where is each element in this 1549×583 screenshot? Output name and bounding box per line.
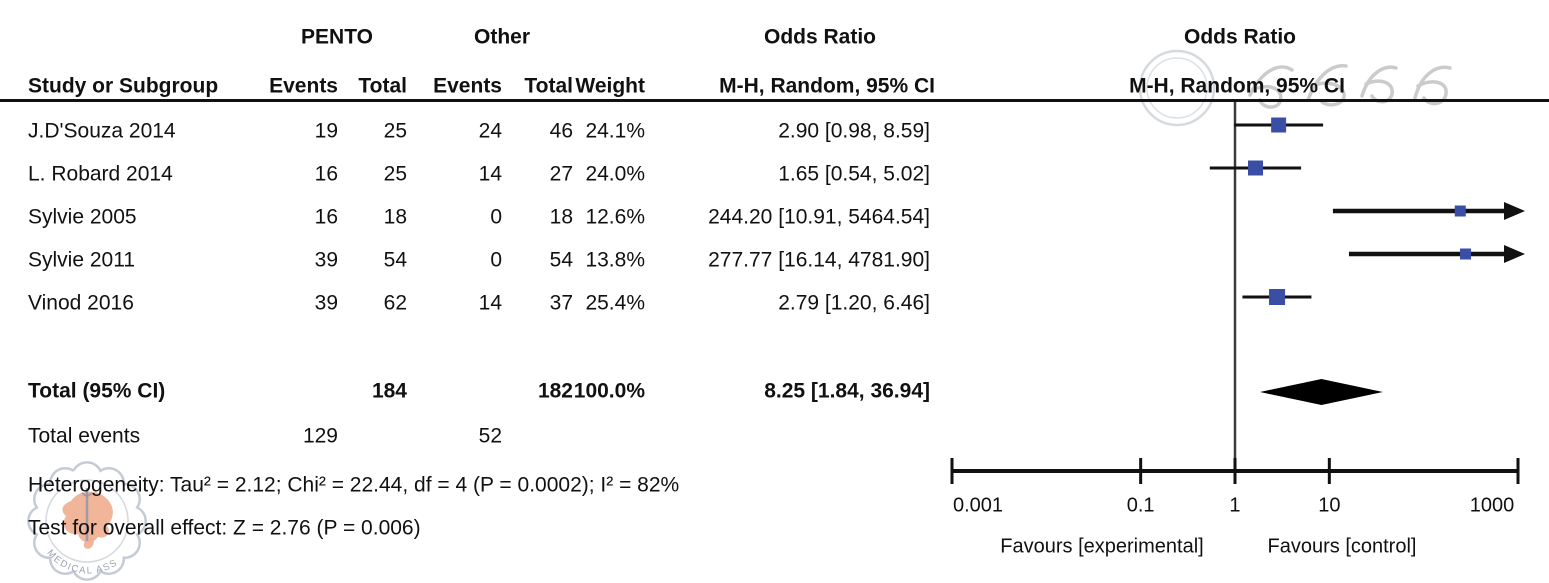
study-row-name: L. Robard 2014 [28, 162, 173, 186]
total1-column-header: Total [358, 74, 407, 98]
study-row-weight: 24.1% [585, 119, 645, 143]
overall-effect-note: Test for overall effect: Z = 2.76 (P = 0… [28, 516, 421, 540]
study-row-or_label: 277.77 [16.14, 4781.90] [708, 248, 930, 272]
total-row-weight: 100.0% [573, 379, 645, 403]
study-row-events2: 0 [490, 205, 502, 229]
watermark-seal-inner-circle [1146, 57, 1208, 119]
study-column-header: Study or Subgroup [28, 74, 219, 98]
study-row-total1: 25 [383, 119, 407, 143]
study-row-events1: 19 [314, 119, 338, 143]
ci-arrowhead [1504, 245, 1525, 263]
watermark-seal-circle [1138, 49, 1216, 127]
study-row-events1: 39 [314, 248, 338, 272]
study-row-total1: 62 [383, 291, 407, 315]
total-row-total2: 182 [537, 379, 573, 403]
events1-column-header: Events [269, 74, 338, 98]
group2-header: Other [473, 25, 531, 49]
study-row-name: Sylvie 2005 [28, 205, 137, 229]
axis-tick-label: 0.1 [1126, 494, 1155, 517]
study-row-or_label: 1.65 [0.54, 5.02] [778, 162, 930, 186]
study-row-weight: 13.8% [585, 248, 645, 272]
odds-ratio-column-title: Odds Ratio [763, 25, 877, 49]
study-row-weight: 25.4% [585, 291, 645, 315]
null-effect-line [1233, 102, 1237, 471]
study-row-events1: 16 [314, 162, 338, 186]
total-events-group2: 52 [478, 424, 502, 448]
study-row-name: Sylvie 2011 [28, 248, 136, 272]
study-row-total1: 54 [383, 248, 407, 272]
axis-tick-label: 0.001 [952, 494, 1004, 517]
effect-square-marker [1248, 160, 1264, 176]
watermark-calligraphy-stroke [1413, 65, 1452, 106]
study-row-total2: 27 [549, 162, 573, 186]
events2-column-header: Events [433, 74, 502, 98]
axis-tick-label: 10 [1318, 494, 1341, 517]
study-row-weight: 12.6% [585, 205, 645, 229]
study-row-or_label: 2.90 [0.98, 8.59] [778, 119, 930, 143]
odds-ratio-column-subtitle: M-H, Random, 95% CI [719, 74, 935, 98]
study-row-total2: 18 [549, 205, 573, 229]
axis-tick-label: 1 [1229, 494, 1241, 517]
study-row-events1: 16 [314, 205, 338, 229]
total-events-label: Total events [28, 424, 141, 448]
effect-square-marker [1454, 205, 1466, 217]
study-row-total2: 46 [549, 119, 573, 143]
header-rule [0, 99, 1549, 102]
weight-column-header: Weight [575, 74, 645, 98]
total-events-group1: 129 [302, 424, 338, 448]
group1-header: PENTO [301, 25, 373, 49]
pooled-effect-diamond [1259, 379, 1383, 405]
study-row-total2: 37 [549, 291, 573, 315]
study-row-or_label: 2.79 [1.20, 6.46] [778, 291, 930, 315]
study-row-weight: 24.0% [585, 162, 645, 186]
total2-column-header: Total [524, 74, 573, 98]
favours-control-label: Favours [control] [1267, 535, 1417, 558]
plot-title: Odds Ratio [1183, 25, 1297, 49]
study-row-events2: 14 [478, 291, 502, 315]
effect-square-marker [1269, 289, 1286, 305]
total-row-total1: 184 [371, 379, 407, 403]
study-row-name: J.D'Souza 2014 [28, 119, 176, 143]
study-row-name: Vinod 2016 [28, 291, 134, 315]
study-row-events2: 0 [490, 248, 502, 272]
axis-tick-label: 1000 [1469, 494, 1515, 517]
study-row-events2: 24 [478, 119, 502, 143]
effect-square-marker [1271, 117, 1287, 133]
watermark-calligraphy-stroke [1306, 64, 1348, 107]
study-row-or_label: 244.20 [10.91, 5464.54] [708, 205, 930, 229]
study-row-total1: 18 [383, 205, 407, 229]
study-row-events2: 14 [478, 162, 502, 186]
effect-square-marker [1460, 248, 1472, 260]
ci-arrowhead [1504, 202, 1525, 220]
plot-subtitle: M-H, Random, 95% CI [1129, 74, 1345, 98]
favours-experimental-label: Favours [experimental] [1000, 535, 1204, 558]
study-row-total2: 54 [549, 248, 573, 272]
heterogeneity-note: Heterogeneity: Tau² = 2.12; Chi² = 22.44… [28, 473, 680, 497]
watermark-calligraphy-stroke [1360, 65, 1398, 104]
study-row-events1: 39 [314, 291, 338, 315]
study-row-total1: 25 [383, 162, 407, 186]
total-row-or_label: 8.25 [1.84, 36.94] [764, 379, 930, 403]
total-row-name: Total (95% CI) [28, 379, 166, 403]
